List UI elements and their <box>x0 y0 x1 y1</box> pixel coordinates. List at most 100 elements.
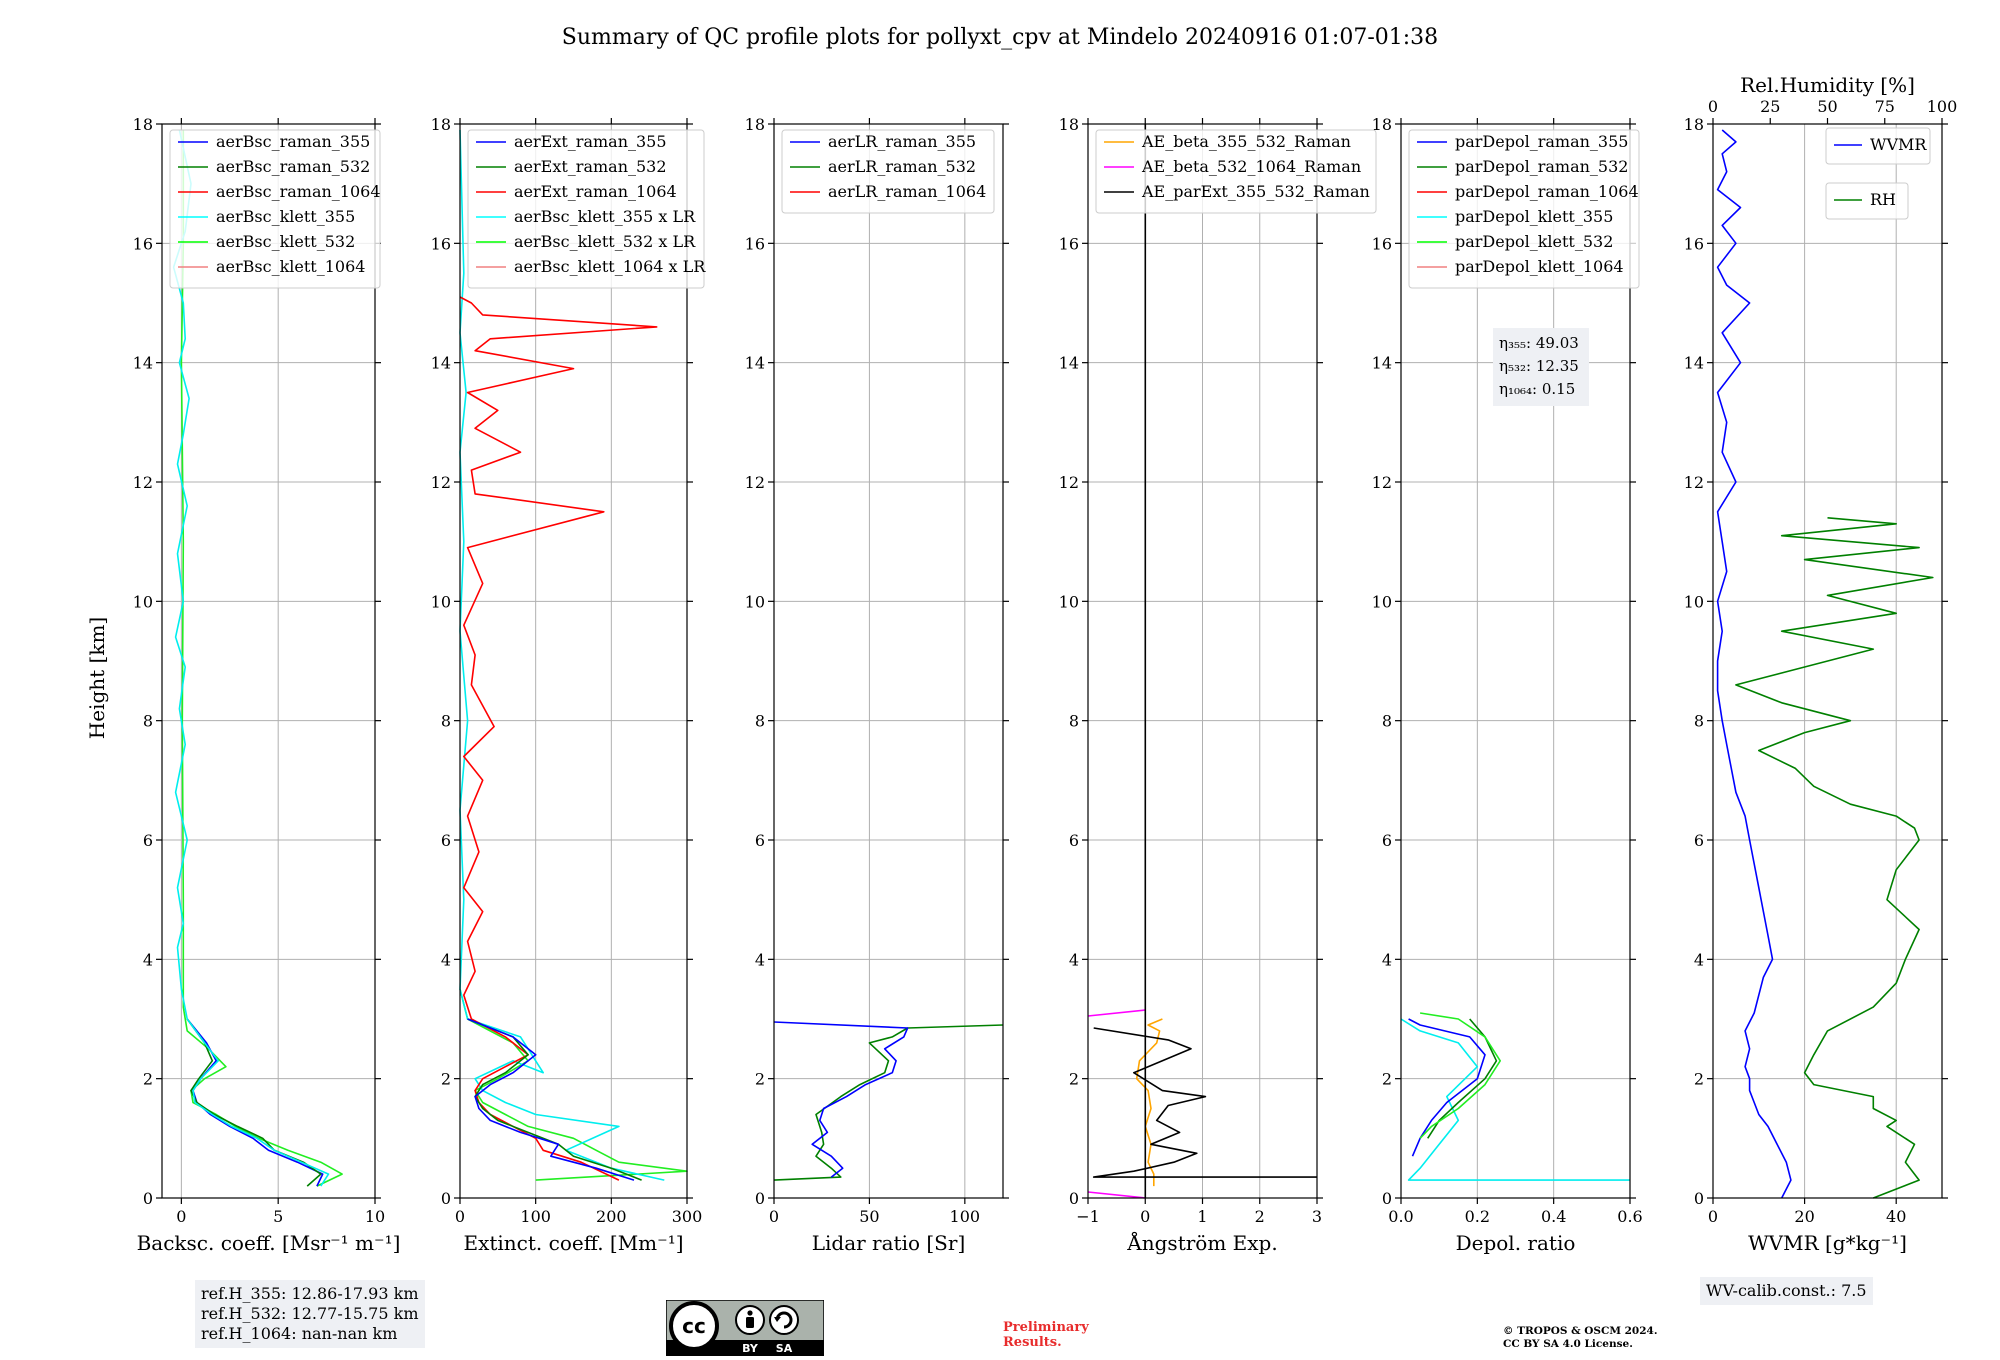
top-x-tick-label-wv: 50 <box>1817 97 1837 116</box>
eta-line: η₃₅₅: 49.03 <box>1499 334 1579 352</box>
y-tick-label-ae: 18 <box>1059 115 1079 134</box>
y-tick-label-bsc: 0 <box>143 1189 153 1208</box>
legend-label-bsc: aerBsc_klett_532 <box>216 232 355 251</box>
y-tick-label-ae: 10 <box>1059 592 1079 611</box>
ref-height-box: ref.H_355: 12.86-17.93 km ref.H_532: 12.… <box>195 1280 425 1348</box>
series-wvmr <box>1716 129 1792 1199</box>
x-tick-label-ext: 300 <box>672 1207 703 1226</box>
legend-label-ext: aerExt_raman_355 <box>514 132 667 151</box>
y-tick-label-lr: 6 <box>755 831 765 850</box>
legend-label-wvmr: WVMR <box>1870 135 1927 154</box>
series-ae-parext-355-532-raman <box>1092 1027 1317 1178</box>
y-tick-label-ae: 2 <box>1069 1070 1079 1089</box>
x-axis-label-wv: WVMR [g*kg⁻¹] <box>1748 1231 1907 1255</box>
y-tick-label-bsc: 10 <box>133 592 153 611</box>
legend-box-wvmr <box>1825 127 1931 165</box>
y-tick-label-ae: 6 <box>1069 831 1079 850</box>
x-tick-label-depol: 0.4 <box>1541 1207 1566 1226</box>
y-tick-label-bsc: 12 <box>133 473 153 492</box>
cc-license-badge[interactable]: cc BY SA <box>666 1300 824 1356</box>
panel-depol: 0 2 4 6 8 10 12 14 16 18 0.0 0.2 0.4 0.6 Depol. ratio p… <box>1372 115 1643 1255</box>
x-tick-label-ext: 100 <box>520 1207 551 1226</box>
y-tick-label-ae: 16 <box>1059 234 1079 253</box>
x-tick-label-ae: 1 <box>1197 1207 1207 1226</box>
copyright-note: © TROPOS & OSCM 2024. CC BY SA 4.0 Licen… <box>1503 1325 1658 1351</box>
x-tick-label-ext: 0 <box>455 1207 465 1226</box>
series-aerlr-raman-532 <box>773 1024 1004 1181</box>
y-tick-label-ext: 14 <box>431 354 451 373</box>
x-tick-label-bsc: 0 <box>176 1207 186 1226</box>
legend-label-bsc: aerBsc_raman_532 <box>216 157 370 176</box>
y-tick-label-depol: 16 <box>1372 234 1392 253</box>
legend-box-ae <box>1095 129 1377 214</box>
series-aerext-raman-532 <box>467 1018 642 1181</box>
legend-label-lr: aerLR_raman_532 <box>828 157 976 176</box>
legend-label-ae: AE_parExt_355_532_Raman <box>1141 182 1370 201</box>
y-tick-label-depol: 2 <box>1382 1070 1392 1089</box>
legend-depol: parDepol_raman_355 parDepol_raman_532 parD… <box>1408 129 1640 289</box>
x-tick-label-lr: 50 <box>859 1207 879 1226</box>
legend-label-depol: parDepol_klett_532 <box>1455 232 1613 251</box>
preliminary-line-2: Results. <box>1003 1335 1062 1350</box>
panel-lr: 0 2 4 6 8 10 12 14 16 18 0 50 100 Lidar ratio [Sr] aer… <box>745 115 1009 1255</box>
legend-wv: WVMR RH <box>1825 127 1931 220</box>
y-tick-label-lr: 0 <box>755 1189 765 1208</box>
legend-ae: AE_beta_355_532_Raman AE_beta_532_1064_Ra… <box>1095 129 1377 214</box>
eta-annotation: η₃₅₅: 49.03 η₅₃₂: 12.35 η₁₀₆₄: 0.15 <box>1493 328 1589 406</box>
series-aerbsc-klett-532 <box>180 130 343 1187</box>
x-tick-label-depol: 0.0 <box>1388 1207 1413 1226</box>
axes-frame-ext <box>459 123 688 1199</box>
y-tick-label-lr: 12 <box>745 473 765 492</box>
axes-frame-depol <box>1400 123 1631 1199</box>
legend-label-depol: parDepol_klett_1064 <box>1455 257 1624 276</box>
axes-frame-bsc <box>161 123 376 1199</box>
y-tick-label-bsc: 18 <box>133 115 153 134</box>
legend-label-bsc: aerBsc_raman_1064 <box>216 182 381 201</box>
series-aerbsc-raman-355 <box>186 1018 324 1187</box>
legend-box-lr <box>781 129 995 214</box>
y-tick-label-ext: 6 <box>441 831 451 850</box>
legend-label-depol: parDepol_klett_355 <box>1455 207 1613 226</box>
y-axis-label: Height [km] <box>85 617 109 739</box>
axes-frame-lr <box>773 123 1004 1199</box>
top-x-tick-label-wv: 75 <box>1875 97 1895 116</box>
y-tick-label-wv: 8 <box>1694 712 1704 731</box>
y-tick-label-lr: 2 <box>755 1070 765 1089</box>
series-aerext-raman-1064 <box>459 296 658 1181</box>
x-axis-label-lr: Lidar ratio [Sr] <box>812 1231 966 1255</box>
legend-label-depol: parDepol_raman_1064 <box>1455 182 1639 201</box>
y-tick-label-wv: 18 <box>1684 115 1704 134</box>
x-tick-label-bsc: 10 <box>365 1207 385 1226</box>
y-tick-label-wv: 4 <box>1694 950 1704 969</box>
x-tick-label-depol: 0.6 <box>1617 1207 1642 1226</box>
preliminary-note: Preliminary Results. <box>1003 1320 1089 1350</box>
x-tick-label-ae: 2 <box>1255 1207 1265 1226</box>
legend-label-depol: parDepol_raman_355 <box>1455 132 1628 151</box>
legend-box-bsc <box>169 129 381 289</box>
copyright-line-1: © TROPOS & OSCM 2024. <box>1503 1325 1658 1337</box>
y-tick-label-ext: 10 <box>431 592 451 611</box>
y-tick-label-ext: 4 <box>441 950 451 969</box>
legend-box-depol <box>1408 129 1640 289</box>
top-x-axis-label-wv: Rel.Humidity [%] <box>1740 73 1915 97</box>
series-pardepol-raman-355 <box>1408 1018 1486 1157</box>
y-tick-label-ae: 8 <box>1069 712 1079 731</box>
series-pardepol-klett-532 <box>1419 1012 1501 1139</box>
y-tick-label-depol: 12 <box>1372 473 1392 492</box>
x-axis-label-ae: Ångström Exp. <box>1126 1230 1277 1255</box>
series-ae-beta-532-1064-raman-upper <box>1087 1009 1146 1017</box>
sa-label: SA <box>776 1342 793 1355</box>
y-tick-label-bsc: 14 <box>133 354 153 373</box>
y-tick-label-depol: 0 <box>1382 1189 1392 1208</box>
series-aerbsc-klett-355 <box>172 129 330 1187</box>
x-tick-label-ext: 200 <box>596 1207 627 1226</box>
y-tick-label-depol: 14 <box>1372 354 1392 373</box>
legend-bsc: aerBsc_raman_355 aerBsc_raman_532 aerBsc_r… <box>169 129 381 289</box>
legend-ext: aerExt_raman_355 aerExt_raman_532 aerExt_r… <box>467 129 706 289</box>
y-tick-label-bsc: 8 <box>143 712 153 731</box>
by-icon-head <box>747 1310 753 1316</box>
cc-icon-text: cc <box>682 1314 706 1338</box>
ref-height-355: ref.H_355: 12.86-17.93 km <box>201 1284 419 1303</box>
